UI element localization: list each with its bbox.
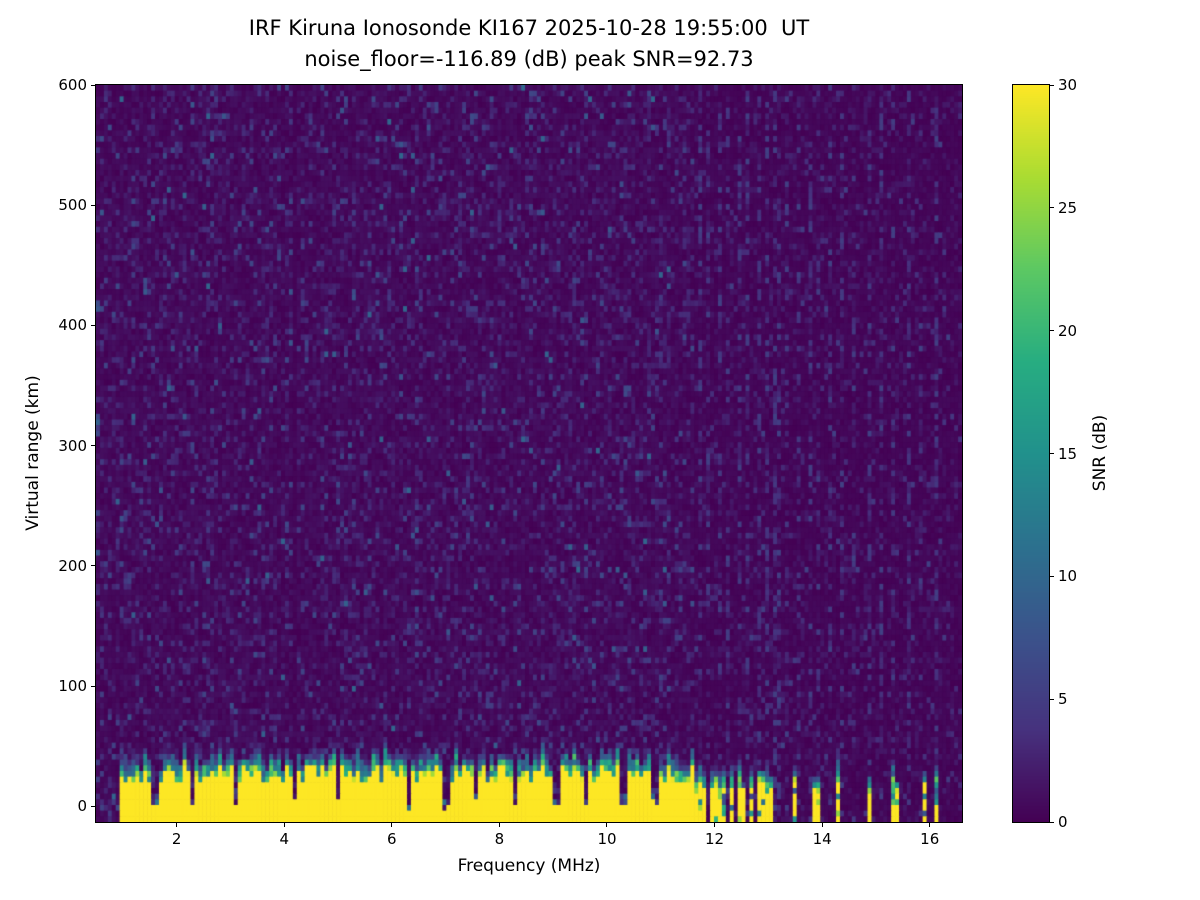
colorbar-tick-mark [1050, 453, 1054, 454]
x-tick-label: 8 [494, 830, 505, 848]
colorbar-tick-label: 5 [1058, 690, 1068, 709]
x-tick-label: 14 [812, 830, 832, 848]
colorbar-tick-label: 30 [1058, 76, 1078, 94]
colorbar-tick-mark [1050, 698, 1054, 700]
chart-title-line1: IRF Kiruna Ionosonde KI167 2025-10-28 19… [248, 16, 810, 40]
x-tick-mark [283, 823, 285, 827]
x-tick-mark [176, 823, 178, 827]
x-tick-label: 2 [171, 830, 182, 848]
colorbar-tick-mark [1050, 330, 1054, 332]
x-tick-mark [498, 823, 500, 827]
y-tick-mark [91, 565, 95, 567]
heatmap-canvas [96, 85, 962, 822]
x-tick-label: 12 [705, 830, 725, 848]
x-tick-label: 10 [597, 830, 617, 848]
x-axis-label: Frequency (MHz) [457, 856, 601, 876]
x-tick-mark [391, 823, 393, 827]
chart-title: IRF Kiruna Ionosonde KI167 2025-10-28 19… [96, 13, 962, 75]
y-tick-label: 200 [58, 556, 87, 575]
y-tick-mark [91, 445, 95, 447]
chart-title-line2: noise_floor=-116.89 (dB) peak SNR=92.73 [304, 47, 754, 71]
y-tick-mark [91, 204, 95, 206]
colorbar-tick-label: 20 [1058, 321, 1078, 340]
colorbar-canvas [1013, 85, 1049, 822]
y-tick-label: 100 [58, 677, 87, 696]
colorbar-tick-mark [1050, 207, 1054, 209]
y-tick-label: 500 [58, 196, 87, 215]
colorbar-tick-label: 25 [1058, 198, 1078, 217]
y-tick-mark [91, 685, 95, 687]
colorbar-tick-mark [1050, 575, 1054, 577]
plot-area [95, 84, 963, 823]
colorbar [1012, 84, 1050, 823]
y-axis-label: Virtual range (km) [23, 375, 43, 531]
x-tick-mark [606, 823, 608, 827]
x-tick-label: 4 [279, 830, 290, 848]
colorbar-tick-label: 10 [1058, 567, 1078, 586]
x-tick-label: 16 [920, 830, 940, 848]
colorbar-tick-mark [1050, 821, 1054, 823]
y-tick-label: 0 [77, 797, 87, 816]
y-tick-mark [91, 84, 95, 86]
y-tick-label: 300 [58, 436, 87, 455]
y-tick-label: 600 [58, 76, 87, 94]
x-tick-mark [714, 823, 716, 827]
colorbar-tick-mark [1050, 84, 1054, 86]
colorbar-label: SNR (dB) [1090, 414, 1110, 492]
y-tick-mark [91, 324, 95, 326]
x-tick-mark [821, 823, 823, 827]
y-tick-mark [91, 805, 95, 807]
colorbar-tick-label: 15 [1058, 444, 1078, 463]
y-tick-label: 400 [58, 316, 87, 335]
colorbar-tick-label: 0 [1058, 813, 1068, 831]
x-tick-label: 6 [387, 830, 397, 848]
x-tick-mark [929, 823, 931, 827]
